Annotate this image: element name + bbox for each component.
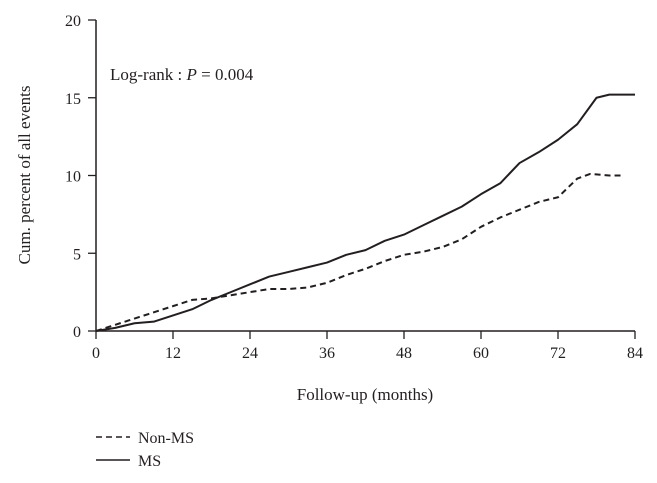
x-tick-label: 72 — [550, 345, 566, 362]
y-tick-label: 0 — [73, 324, 81, 341]
x-tick-label: 24 — [242, 345, 258, 362]
y-tick-label: 20 — [65, 13, 81, 30]
x-tick-label: 0 — [92, 345, 100, 362]
logrank-annotation: Log-rank : P = 0.004 — [110, 65, 254, 84]
x-tick-label: 60 — [473, 345, 489, 362]
y-tick-label: 15 — [65, 91, 81, 108]
legend-label: MS — [138, 453, 161, 470]
y-axis-label: Cum. percent of all events — [15, 86, 34, 265]
y-tick-label: 10 — [65, 169, 81, 186]
x-tick-label: 84 — [627, 345, 643, 362]
x-tick-label: 12 — [165, 345, 181, 362]
legend-label: Non-MS — [138, 430, 194, 447]
series-line-non-ms — [95, 172, 623, 332]
series-line-ms — [95, 93, 635, 332]
legend: Non-MS MS — [96, 430, 194, 470]
y-tick-label: 5 — [73, 246, 81, 263]
x-tick-label: 48 — [396, 345, 412, 362]
x-tick-label: 36 — [319, 345, 335, 362]
x-axis-label: Follow-up (months) — [297, 385, 433, 404]
